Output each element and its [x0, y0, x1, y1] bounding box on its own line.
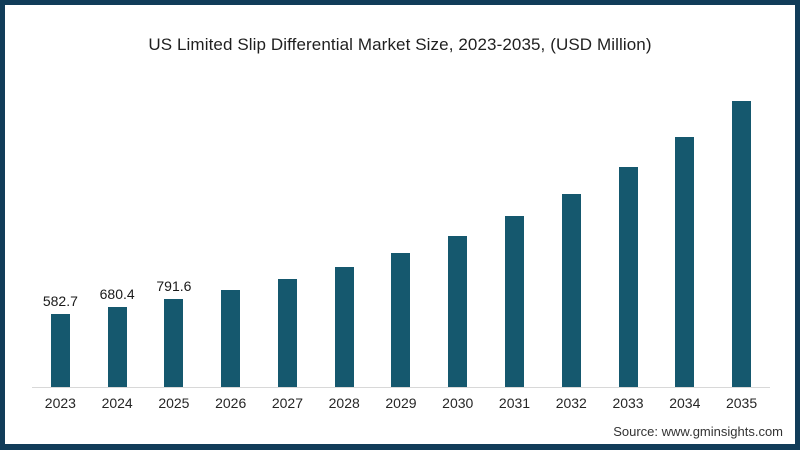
bar: [675, 137, 695, 387]
x-tick-label: 2028: [328, 395, 360, 411]
x-tick-label: 2023: [44, 395, 76, 411]
x-tick-label: 2025: [158, 395, 190, 411]
bar: [107, 307, 127, 387]
bar-column: [543, 97, 600, 387]
bar: [277, 279, 297, 387]
bar: [732, 101, 752, 387]
x-tick-label: 2031: [498, 395, 531, 411]
chart-title: US Limited Slip Differential Market Size…: [148, 35, 652, 54]
bar-column: 791.6: [146, 97, 203, 387]
bar: [50, 314, 70, 387]
bar-column: [656, 97, 713, 387]
bar-value-label: 582.7: [42, 293, 78, 309]
bar-column: [373, 97, 430, 387]
bar-column: 680.4: [89, 97, 146, 387]
bar: [164, 299, 184, 387]
bar: [618, 167, 638, 387]
bar-column: [202, 97, 259, 387]
x-tick-label: 2035: [725, 395, 758, 411]
bar-value-label: 680.4: [99, 286, 135, 302]
bar-column: 582.7: [32, 97, 89, 387]
bar: [334, 267, 354, 387]
x-tick-label: 2024: [101, 395, 133, 411]
x-tick-label: 2026: [215, 395, 247, 411]
bar-column: [259, 97, 316, 387]
bar-column: [713, 97, 770, 387]
x-tick-label: 2030: [442, 395, 474, 411]
bar: [505, 216, 524, 387]
bar-value-label: 791.6: [156, 278, 192, 294]
bars-container: 582.7 680.4 791.6: [32, 97, 770, 387]
bar-column: [600, 97, 657, 387]
source-attribution: Source: www.gminsights.com: [613, 424, 783, 439]
bar-column: [316, 97, 373, 387]
x-tick-label: 2029: [385, 395, 417, 411]
x-axis-labels: 2023 2024 2025 2026 2027 2028 2029 2030 2031 2032…: [32, 389, 770, 411]
plot-area: 582.7 680.4 791.6 2023 2024 2025 2026 2027 2028…: [32, 97, 770, 411]
bar: [221, 290, 241, 387]
bar: [391, 253, 411, 387]
x-axis-line: [32, 387, 770, 388]
x-tick-label: 2034: [669, 395, 701, 411]
bar: [561, 194, 581, 387]
x-tick-label: 2027: [271, 395, 304, 411]
bar-column: [429, 97, 486, 387]
x-tick-label: 2033: [612, 395, 644, 411]
x-tick-label: 2032: [555, 395, 587, 411]
bar-column: [486, 97, 543, 387]
bar: [448, 236, 468, 387]
